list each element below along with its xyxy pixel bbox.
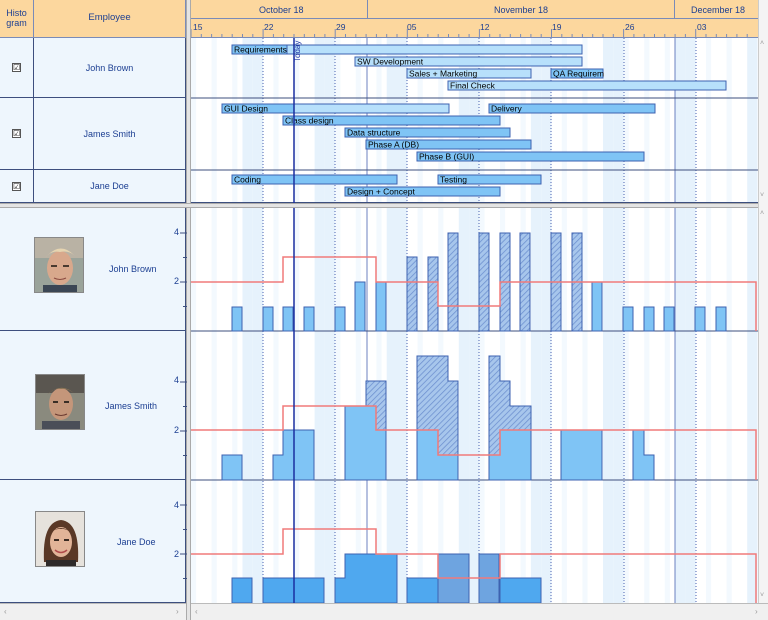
histogram-row-jane: Jane Doe 4 2 bbox=[0, 480, 186, 603]
month-december: December 18 bbox=[691, 5, 746, 15]
histogram-tick-2-jane: 2 bbox=[174, 549, 180, 559]
histogram-row-john: John Brown 4 2 bbox=[0, 208, 186, 331]
chart-vertical-scrollbar[interactable]: ˄ ˅ ˄ ˅ bbox=[758, 0, 768, 603]
employee-name-james: James Smith bbox=[83, 128, 136, 139]
splitter-vertical[interactable] bbox=[186, 0, 191, 620]
employee-name-jane: Jane Doe bbox=[90, 181, 129, 191]
scroll-left-arrow-icon[interactable]: ‹ bbox=[4, 607, 7, 616]
day-29: 29 bbox=[336, 22, 346, 32]
avatar-jane-doe bbox=[35, 511, 85, 567]
splitter-horizontal[interactable] bbox=[0, 203, 768, 208]
task-label-requirements: Requirements bbox=[234, 45, 287, 55]
histogram-column-header[interactable]: Histo gram bbox=[0, 0, 34, 38]
histogram-checkbox-john[interactable]: ☑ bbox=[12, 63, 21, 72]
task-label-gui-design: GUI Design bbox=[224, 104, 268, 114]
day-03: 03 bbox=[697, 22, 707, 32]
task-label-qa-requirements: QA Requirem bbox=[553, 69, 604, 79]
scroll-down-arrow-icon[interactable]: ˅ bbox=[760, 192, 765, 199]
task-label-phase-b: Phase B (GUI) bbox=[419, 152, 474, 162]
task-bar-testing[interactable]: Testing bbox=[437, 174, 542, 185]
row-employee-john[interactable]: John Brown bbox=[34, 38, 186, 98]
month-november: November 18 bbox=[494, 5, 549, 15]
task-bar-qa-requirements[interactable]: QA Requirem bbox=[550, 68, 604, 79]
employee-column-header[interactable]: Employee bbox=[34, 0, 186, 38]
histogram-tick-2-john: 2 bbox=[174, 276, 180, 286]
task-label-design-concept: Design + Concept bbox=[347, 187, 415, 197]
histogram-name-james: James Smith bbox=[105, 401, 158, 411]
avatar-john-brown bbox=[34, 237, 84, 293]
task-label-sw-development: SW Development bbox=[357, 57, 424, 67]
day-15: 15 bbox=[193, 22, 203, 32]
task-label-delivery: Delivery bbox=[491, 104, 522, 114]
scroll-right-arrow-icon[interactable]: › bbox=[176, 607, 179, 616]
scroll-up-arrow-icon[interactable]: ˄ bbox=[760, 40, 765, 47]
employee-name-john: John Brown bbox=[85, 62, 134, 73]
employee-header-label: Employee bbox=[88, 12, 131, 24]
chart-horizontal-scrollbar[interactable]: ‹ › bbox=[191, 603, 768, 620]
histogram-name-jane: Jane Doe bbox=[117, 537, 156, 547]
histogram-header-line1: Histo bbox=[6, 7, 27, 18]
row-check-cell-3: ☑ bbox=[0, 170, 34, 203]
row-check-cell-2: ☑ bbox=[0, 98, 34, 170]
histogram-chart bbox=[191, 208, 758, 603]
capacity-line-john bbox=[191, 256, 757, 331]
scroll-up-arrow-icon-2[interactable]: ˄ bbox=[760, 210, 765, 217]
task-bar-requirements[interactable]: Requirements bbox=[231, 44, 583, 55]
task-bar-final-check[interactable]: Final Check bbox=[447, 80, 727, 91]
day-05: 05 bbox=[407, 22, 417, 32]
task-bar-coding[interactable]: Coding bbox=[231, 174, 398, 185]
task-label-class-design: Class design bbox=[285, 116, 334, 126]
histogram-name-john: John Brown bbox=[109, 264, 157, 274]
histogram-axis bbox=[180, 232, 187, 579]
day-19: 19 bbox=[552, 22, 562, 32]
task-bar-gui-design[interactable]: GUI Design bbox=[221, 103, 450, 114]
today-label: Today bbox=[293, 41, 302, 62]
task-bar-class-design[interactable]: Class design bbox=[282, 115, 501, 126]
task-bar-delivery[interactable]: Delivery bbox=[488, 103, 656, 114]
row-employee-jane[interactable]: Jane Doe bbox=[34, 170, 186, 203]
day-26: 26 bbox=[625, 22, 635, 32]
task-bar-phase-a[interactable]: Phase A (DB) bbox=[365, 139, 532, 150]
timeline-header: October 18 November 18 December 18 15 22… bbox=[191, 0, 758, 38]
histogram-row-james: James Smith 4 2 bbox=[0, 331, 186, 480]
capacity-line-jane bbox=[191, 528, 757, 603]
task-label-data-structure: Data structure bbox=[347, 128, 401, 138]
histogram-header-line2: gram bbox=[6, 17, 27, 28]
task-bar-sales-marketing[interactable]: Sales + Marketing bbox=[406, 68, 532, 79]
task-label-sales-marketing: Sales + Marketing bbox=[409, 69, 478, 79]
task-bar-phase-b[interactable]: Phase B (GUI) bbox=[416, 151, 645, 162]
left-horizontal-scrollbar[interactable]: ‹ › bbox=[0, 603, 186, 620]
task-bar-design-concept[interactable]: Design + Concept bbox=[344, 186, 501, 197]
day-22: 22 bbox=[264, 22, 274, 32]
capacity-line-james bbox=[191, 405, 757, 480]
avatar-james-smith bbox=[35, 374, 85, 430]
day-12: 12 bbox=[480, 22, 490, 32]
task-label-testing: Testing bbox=[440, 175, 467, 185]
task-label-phase-a: Phase A (DB) bbox=[368, 140, 419, 150]
histogram-tick-4-james: 4 bbox=[174, 375, 180, 385]
task-label-final-check: Final Check bbox=[450, 81, 496, 91]
row-check-cell-1: ☑ bbox=[0, 38, 34, 98]
task-bar-sw-development[interactable]: SW Development bbox=[354, 56, 583, 67]
month-october: October 18 bbox=[259, 5, 304, 15]
task-bar-data-structure[interactable]: Data structure bbox=[344, 127, 511, 138]
histogram-tick-2-james: 2 bbox=[174, 425, 180, 435]
histogram-bars-james bbox=[221, 355, 655, 481]
histogram-checkbox-jane[interactable]: ☑ bbox=[12, 181, 21, 191]
row-employee-james[interactable]: James Smith bbox=[34, 98, 186, 170]
gantt-chart: Requirements SW Development Sales + Mark… bbox=[191, 38, 758, 203]
histogram-checkbox-james[interactable]: ☑ bbox=[12, 129, 21, 138]
chart-scroll-left-arrow-icon[interactable]: ‹ bbox=[195, 607, 198, 616]
histogram-tick-4-john: 4 bbox=[174, 227, 180, 237]
chart-scroll-right-arrow-icon[interactable]: › bbox=[755, 607, 758, 616]
scroll-down-arrow-icon-2[interactable]: ˅ bbox=[760, 592, 765, 599]
histogram-tick-4-jane: 4 bbox=[174, 500, 180, 510]
task-label-coding: Coding bbox=[234, 175, 261, 185]
